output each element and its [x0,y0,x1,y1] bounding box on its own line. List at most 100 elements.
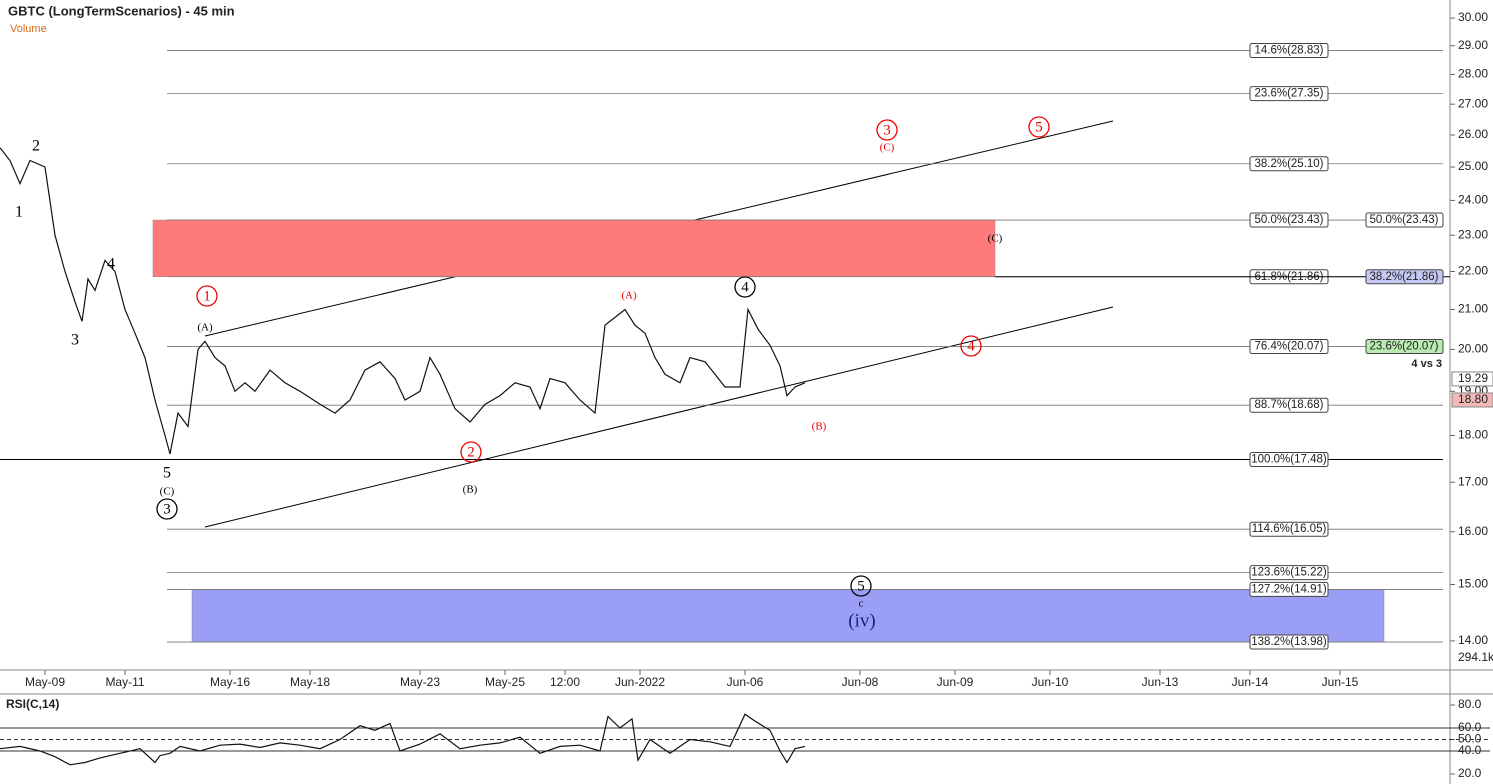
y-tick-label: 80.0 [1458,697,1482,711]
wave-circle [960,335,982,357]
wave-label: 4 [107,256,115,273]
y-tick-label: 26.00 [1458,127,1488,141]
wave-label: 4 [741,279,749,295]
y-tick-label: 60.0 [1458,720,1482,734]
wave-circle [850,575,872,597]
x-tick-label: Jun-2022 [615,675,665,689]
wave-label: 1 [15,204,23,221]
wave-label: (B) [812,421,827,433]
wave-label: (C) [988,233,1003,245]
wave-label: 3 [883,122,891,138]
x-tick-label: Jun-08 [842,675,879,689]
fib-label: 14.6%(28.83) [1254,45,1323,57]
y-tick-label: 17.00 [1458,474,1488,488]
wave-label: 3 [71,332,79,349]
wave-label: (iv) [848,610,875,631]
fib-label: 127.2%(14.91) [1251,583,1327,595]
trend-line [204,306,1114,528]
y-tick-label: 14.00 [1458,633,1488,647]
chart-title: GBTC (LongTermScenarios) - 45 min [8,3,235,18]
wave-label: 2 [32,138,40,155]
fib-label: 38.2%(25.10) [1254,158,1323,170]
y-tick-label: 22.00 [1458,264,1488,278]
fib-label-box [1249,565,1329,581]
wave-label: c [859,598,864,610]
fib-label-box [1249,581,1329,597]
note: 4 vs 3 [1411,358,1442,370]
wave-label: (B) [463,484,478,496]
y-tick-label: 25.00 [1458,159,1488,173]
fib-label: 23.6%(27.35) [1254,88,1323,100]
y-tick-label: 50.0 [1458,732,1482,746]
price-box [1451,371,1493,387]
wave-label: 4 [967,338,975,354]
x-tick-label: Jun-09 [937,675,974,689]
wave-label: 5 [163,465,171,482]
fib-label-box [1249,451,1329,467]
x-tick-label: May-11 [105,675,144,689]
y-tick-label: 20.00 [1458,342,1488,356]
wave-circle [876,119,898,141]
wave-label: (C) [880,142,895,154]
x-tick-label: May-23 [400,675,440,689]
x-tick-label: Jun-06 [727,675,764,689]
price-label: 18.80 [1458,392,1488,406]
y-tick-label: 28.00 [1458,67,1488,81]
level-box [1365,339,1444,355]
fib-label: 123.6%(15.22) [1251,567,1327,579]
y-tick-label: 21.00 [1458,302,1488,316]
wave-label: 1 [203,288,211,304]
y-tick-label: 24.00 [1458,193,1488,207]
level-box [1365,212,1444,228]
y-tick-label: 40.0 [1458,743,1482,757]
wave-circle [734,276,756,298]
wave-circle [460,441,482,463]
volume-label: 294.1k [1458,650,1493,664]
wave-label: 5 [1035,119,1043,135]
fib-label: 138.2%(13.98) [1251,636,1327,648]
wave-label: 3 [163,501,171,517]
fib-label-box [1249,634,1329,650]
wave-label: 2 [467,444,475,460]
wave-label: (A) [197,322,213,334]
fib-label-box [1249,156,1329,172]
fib-label-box [1249,521,1329,537]
y-tick-label: 15.00 [1458,577,1488,591]
zone [191,589,1385,643]
price-line [0,713,806,766]
price-line [0,147,806,455]
fib-label: 50.0%(23.43) [1254,214,1323,226]
wave-circle [1028,116,1050,138]
volume-title: Volume [10,23,47,35]
level-label: 23.6%(20.07) [1369,341,1438,353]
fib-label-box [1249,339,1329,355]
wave-label: (A) [621,290,637,302]
level-label: 38.2%(21.86) [1369,271,1438,283]
x-tick-label: May-18 [290,675,330,689]
price-label: 19.29 [1458,371,1488,385]
fib-label-box [1249,43,1329,59]
x-tick-label: Jun-10 [1032,675,1069,689]
wave-label: (C) [160,486,175,498]
level-box [1365,269,1444,285]
fib-label: 100.0%(17.48) [1251,453,1327,465]
y-tick-label: 18.00 [1458,428,1488,442]
x-tick-label: May-09 [25,675,65,689]
fib-label: 76.4%(20.07) [1254,341,1323,353]
wave-label: 5 [857,578,865,594]
x-tick-label: Jun-14 [1232,675,1269,689]
y-tick-label: 29.00 [1458,38,1488,52]
fib-label: 88.7%(18.68) [1254,399,1323,411]
x-tick-label: 12:00 [550,675,580,689]
wave-circle [156,498,178,520]
rsi-title: RSI(C,14) [6,697,59,711]
price-box [1451,392,1493,408]
fib-label-box [1249,212,1329,228]
x-tick-label: May-25 [485,675,525,689]
fib-label: 114.6%(16.05) [1252,523,1327,535]
y-tick-label: 27.00 [1458,96,1488,110]
wave-circle [196,285,218,307]
x-tick-label: May-16 [210,675,250,689]
fib-label-box [1249,86,1329,102]
